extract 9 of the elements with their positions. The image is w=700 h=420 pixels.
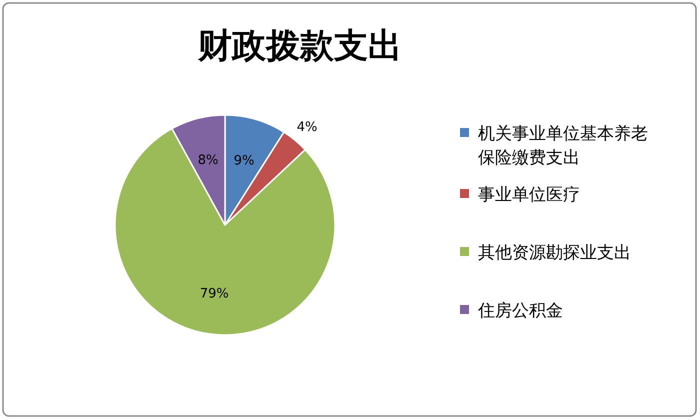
data-label: 79%	[200, 286, 229, 302]
title: 财政拨款支出	[198, 26, 402, 66]
legend-label: 事业单位医疗	[478, 185, 580, 205]
legend-label: 其他资源勘探业支出	[478, 243, 631, 263]
legend-label: 机关事业单位基本养老保险缴费支出	[478, 124, 648, 168]
data-label: 4%	[296, 120, 318, 135]
data-label: 9%	[234, 154, 254, 168]
legend-label: 住房公积金	[478, 301, 563, 321]
data-label: 8%	[198, 152, 218, 168]
